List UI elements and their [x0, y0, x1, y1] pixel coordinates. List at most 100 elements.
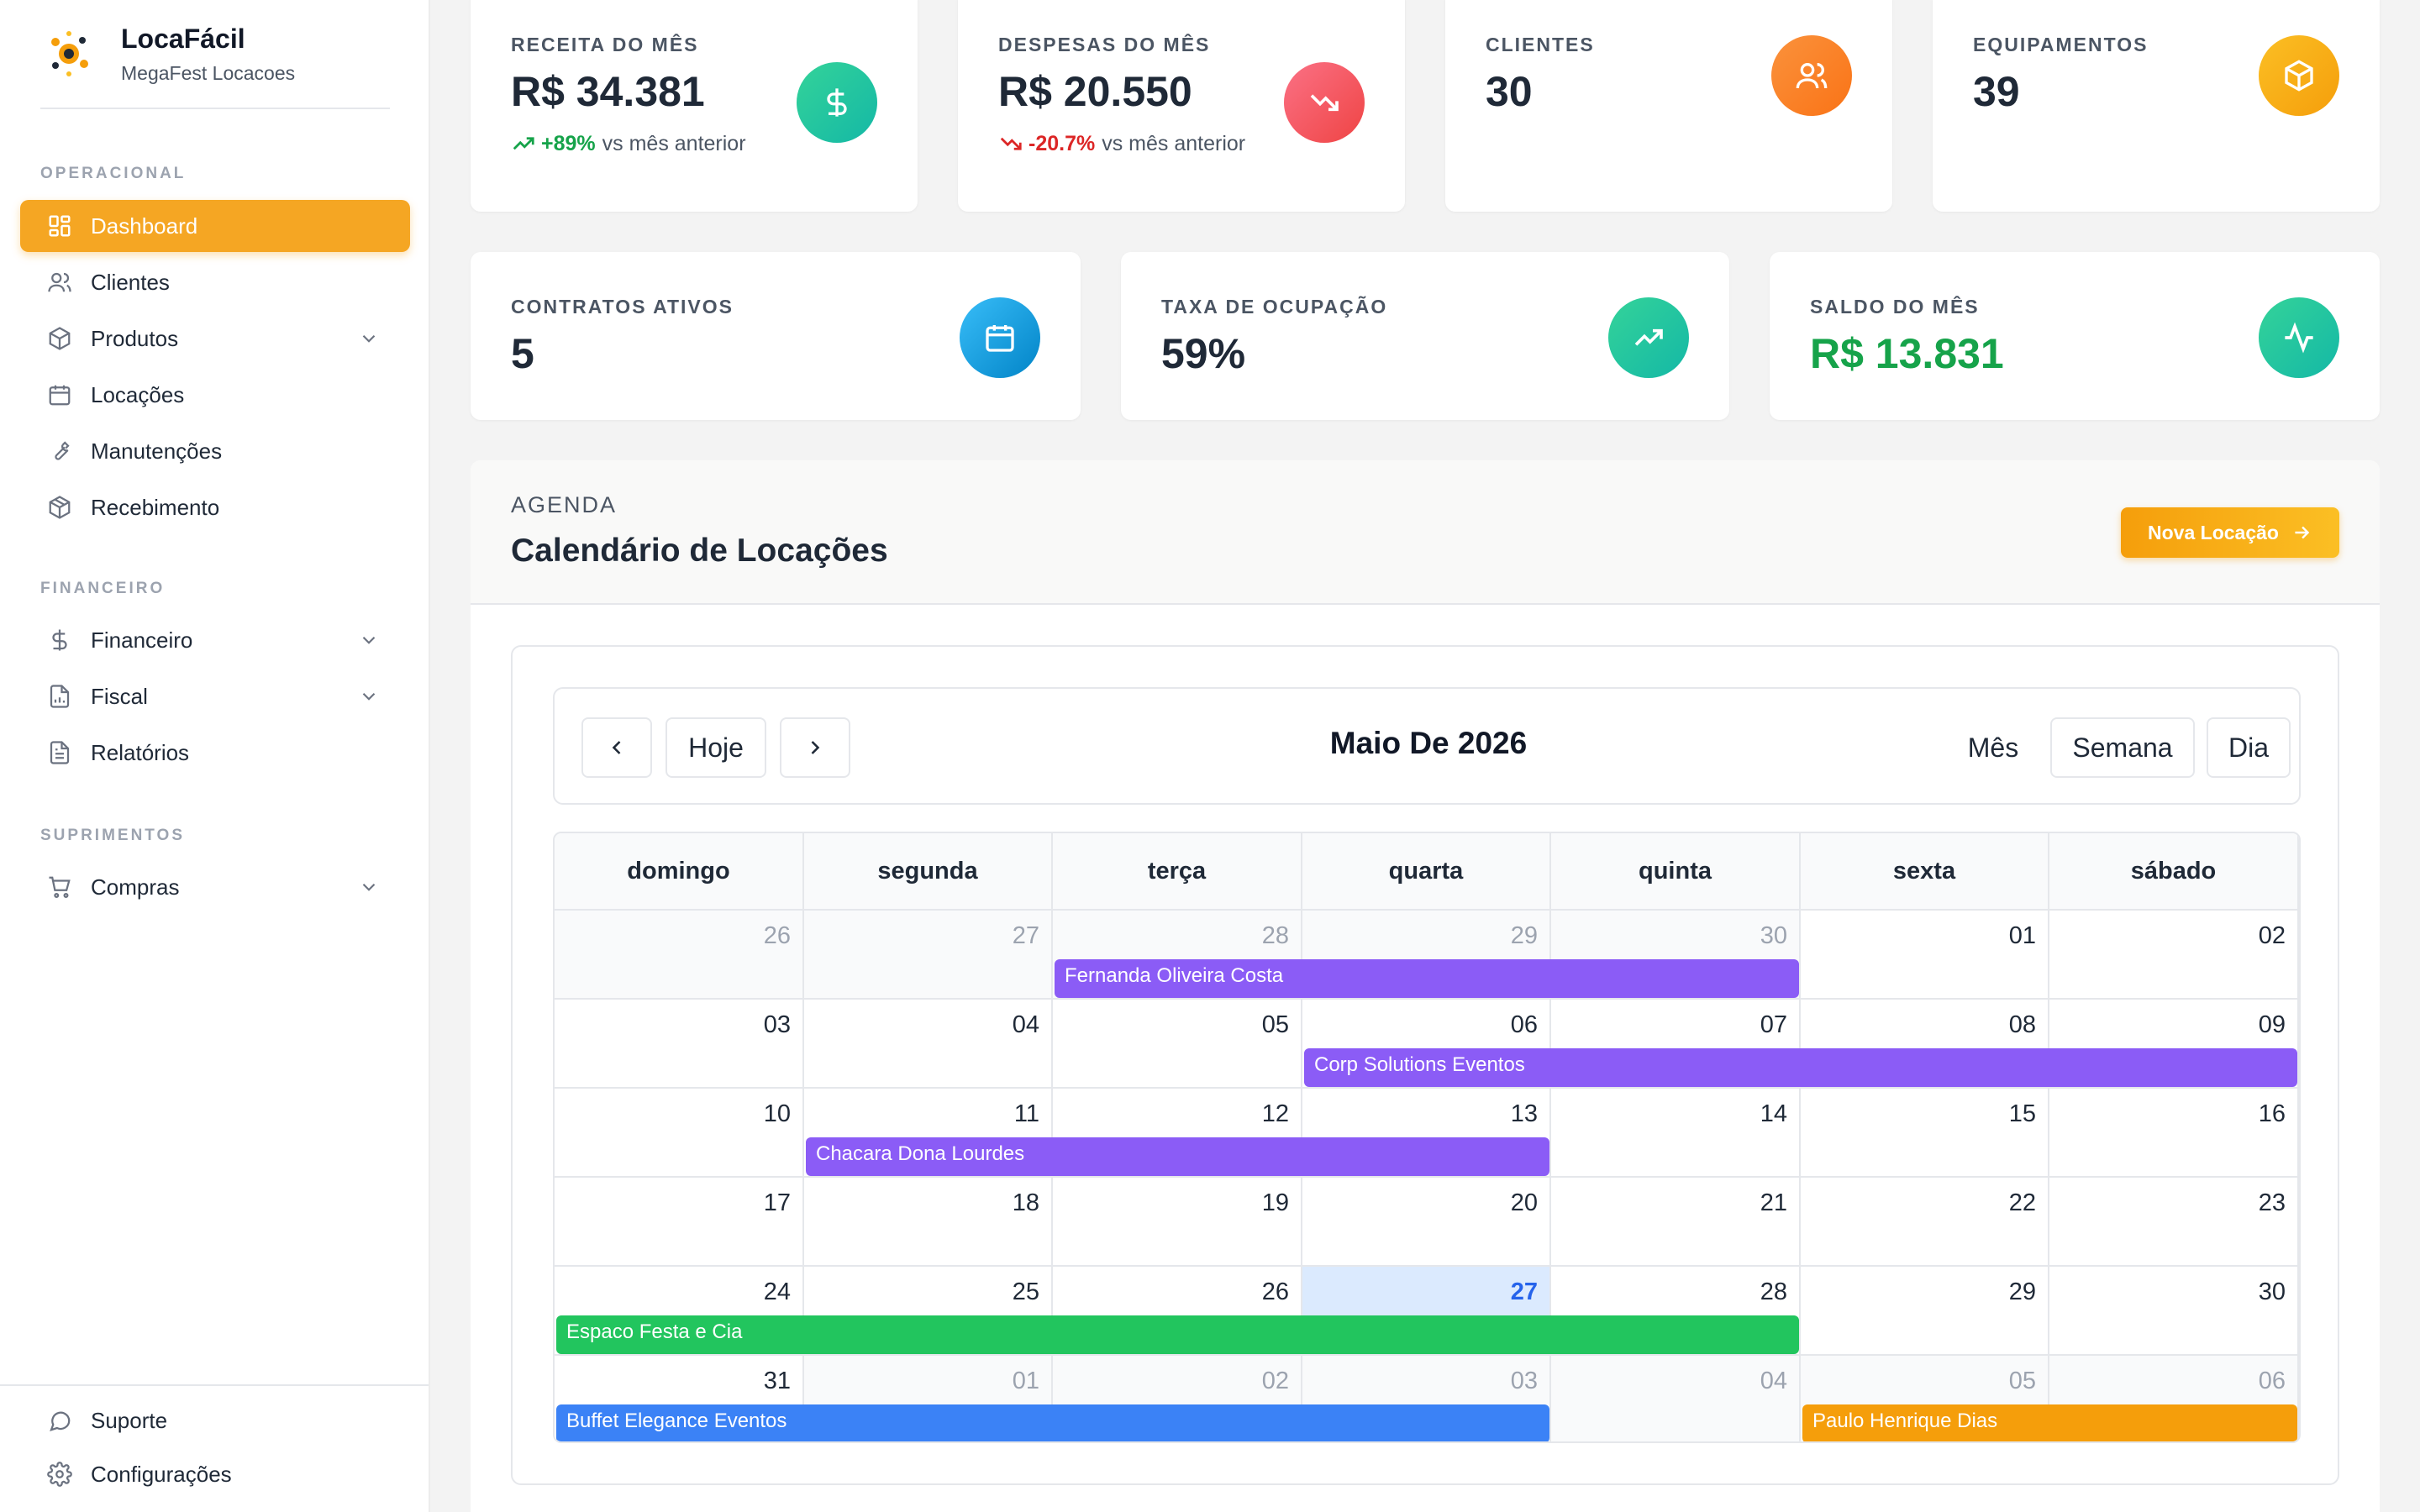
calendar-event-title: Chacara Dona Lourdes: [816, 1142, 1025, 1165]
calendar-day-cell[interactable]: 04: [804, 1000, 1053, 1089]
stat-value: 39: [1973, 68, 2020, 115]
calendar-day-cell[interactable]: 30: [2049, 1267, 2299, 1356]
calendar-event[interactable]: Paulo Henrique Dias: [1802, 1404, 2297, 1441]
weekday-header: quarta: [1302, 833, 1551, 911]
dollar-icon: [797, 62, 877, 143]
calendar-day-cell[interactable]: 22: [1801, 1178, 2049, 1267]
dashboard-icon: [49, 215, 71, 237]
calendar-event[interactable]: Chacara Dona Lourdes: [806, 1137, 1549, 1176]
prev-month-button[interactable]: [581, 717, 652, 778]
calendar-day-cell[interactable]: 26: [555, 911, 804, 1000]
calendar-day-number: 07: [1760, 1011, 1787, 1038]
sidebar-item-configuracoes[interactable]: Configurações: [20, 1448, 410, 1500]
sidebar-item-fiscal[interactable]: Fiscal: [20, 670, 410, 722]
calendar-day-cell[interactable]: 01: [1801, 911, 2049, 1000]
chevron-down-icon[interactable]: [358, 685, 380, 707]
calendar-day-cell[interactable]: 20: [1302, 1178, 1551, 1267]
chevron-down-icon[interactable]: [358, 876, 380, 898]
calendar-day-cell[interactable]: 29: [1801, 1267, 2049, 1356]
stat-trend: -20.7% vs mês anterior: [998, 131, 1245, 156]
weekday-header: domingo: [555, 833, 804, 911]
weekday-header: terça: [1053, 833, 1302, 911]
chevron-left-icon: [612, 741, 621, 754]
sidebar-item-manutencoes[interactable]: Manutenções: [20, 425, 410, 477]
sidebar-item-label: Produtos: [91, 325, 179, 351]
calendar-day-cell[interactable]: 19: [1053, 1178, 1302, 1267]
stat-value: R$ 13.831: [1810, 330, 2004, 377]
users-icon: [1771, 35, 1852, 116]
chevron-down-icon[interactable]: [358, 629, 380, 651]
calendar-day-number: 10: [763, 1100, 791, 1127]
calendar-day-number: 01: [2008, 922, 2036, 949]
calendar-day-number: 21: [1760, 1189, 1787, 1216]
calendar-day-cell[interactable]: 21: [1551, 1178, 1801, 1267]
nav-section-operacional: OPERACIONAL: [40, 165, 187, 182]
calendar-day-number: 16: [2258, 1100, 2286, 1127]
arrow-right-icon: [2295, 526, 2310, 539]
calendar-event[interactable]: Buffet Elegance Eventos: [556, 1404, 1549, 1441]
stat-card-equipamentos: EQUIPAMENTOS 39: [1933, 0, 2380, 212]
stat-label: SALDO DO MÊS: [1810, 296, 1980, 318]
view-month-button[interactable]: Mês: [1948, 717, 2039, 778]
weekday-header: sexta: [1801, 833, 2049, 911]
calendar-day-cell[interactable]: 05: [1053, 1000, 1302, 1089]
calendar-day-number: 31: [763, 1368, 791, 1394]
calendar-day-cell[interactable]: 27: [804, 911, 1053, 1000]
sidebar-item-produtos[interactable]: Produtos: [20, 312, 410, 365]
sidebar-item-dashboard[interactable]: Dashboard: [20, 200, 410, 252]
calendar-day-cell[interactable]: 16: [2049, 1089, 2299, 1178]
calendar-event[interactable]: Espaco Festa e Cia: [556, 1315, 1799, 1354]
sidebar-item-financeiro[interactable]: Financeiro: [20, 614, 410, 666]
calendar-event[interactable]: Corp Solutions Eventos: [1304, 1048, 2297, 1087]
chevron-right-icon: [811, 741, 820, 754]
calendar-day-number: 05: [2008, 1368, 2036, 1394]
nova-locacao-button[interactable]: Nova Locação: [2121, 507, 2339, 558]
weekday-header: segunda: [804, 833, 1053, 911]
calendar-day-number: 27: [1510, 1278, 1538, 1305]
activity-icon: [2259, 297, 2339, 378]
calendar-day-number: 23: [2258, 1189, 2286, 1216]
trending-up-icon: [1608, 297, 1689, 378]
calendar-day-cell[interactable]: 15: [1801, 1089, 2049, 1178]
calendar-day-cell[interactable]: 03: [555, 1000, 804, 1089]
view-week-button[interactable]: Semana: [2050, 717, 2195, 778]
calendar-day-cell[interactable]: 18: [804, 1178, 1053, 1267]
sidebar-item-locacoes[interactable]: Locações: [20, 369, 410, 421]
calendar-day-number: 29: [1510, 922, 1538, 949]
today-button[interactable]: Hoje: [666, 717, 766, 778]
chevron-down-icon[interactable]: [358, 328, 380, 349]
stat-label: EQUIPAMENTOS: [1973, 34, 2149, 55]
calendar-day-number: 02: [1261, 1368, 1289, 1394]
stat-label: RECEITA DO MÊS: [511, 34, 699, 55]
stat-card-clientes: CLIENTES 30: [1445, 0, 1892, 212]
sidebar-item-label: Manutenções: [91, 438, 223, 464]
dollar-icon: [52, 629, 67, 651]
calendar-day-cell[interactable]: 14: [1551, 1089, 1801, 1178]
calendar-day-number: 20: [1510, 1189, 1538, 1216]
calendar: Maio De 2026 Hoje Mês Semana Dia domingo…: [511, 645, 2339, 1485]
calendar-day-cell[interactable]: 10: [555, 1089, 804, 1178]
calendar-day-number: 04: [1760, 1368, 1787, 1394]
calendar-day-cell[interactable]: 04: [1551, 1356, 1801, 1441]
view-day-button[interactable]: Dia: [2207, 717, 2291, 778]
sidebar-item-suporte[interactable]: Suporte: [20, 1394, 410, 1446]
sidebar-item-recebimento[interactable]: Recebimento: [20, 481, 410, 533]
calendar-event[interactable]: Fernanda Oliveira Costa: [1055, 959, 1799, 998]
report-icon: [50, 741, 70, 764]
calendar-title: Maio De 2026: [1329, 726, 1528, 760]
calendar-day-cell[interactable]: 17: [555, 1178, 804, 1267]
sidebar-item-compras[interactable]: Compras: [20, 861, 410, 913]
calendar-day-cell[interactable]: 02: [2049, 911, 2299, 1000]
next-month-button[interactable]: [780, 717, 850, 778]
calendar-day-number: 05: [1261, 1011, 1289, 1038]
calendar-day-cell[interactable]: 23: [2049, 1178, 2299, 1267]
stat-value: R$ 34.381: [511, 68, 705, 115]
sidebar-item-clientes[interactable]: Clientes: [20, 256, 410, 308]
calendar-day-number: 19: [1261, 1189, 1289, 1216]
sidebar-item-relatorios[interactable]: Relatórios: [20, 727, 410, 779]
sidebar-item-label: Recebimento: [91, 494, 220, 520]
sidebar-item-label: Relatórios: [91, 739, 190, 765]
calendar-day-number: 26: [763, 922, 791, 949]
gear-icon: [47, 1462, 72, 1487]
package-icon: [49, 496, 71, 519]
